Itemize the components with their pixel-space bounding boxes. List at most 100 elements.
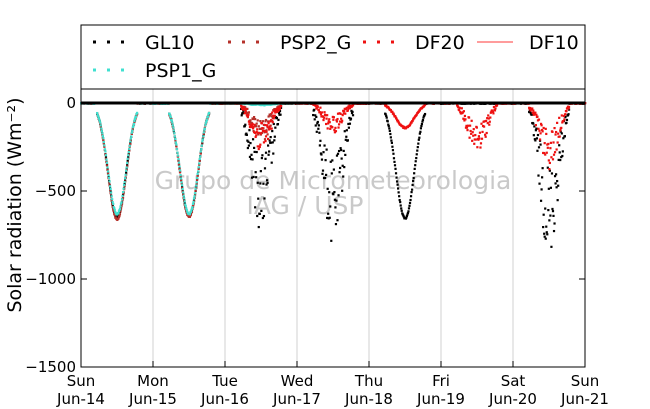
legend-label: DF20 <box>415 32 465 54</box>
data-point <box>323 176 327 180</box>
data-point <box>253 150 256 154</box>
data-point <box>552 214 555 217</box>
data-point <box>545 151 548 154</box>
data-point <box>122 187 125 190</box>
data-point <box>114 210 117 214</box>
data-point <box>535 137 539 140</box>
data-point <box>314 104 317 107</box>
data-point <box>175 145 178 148</box>
data-point <box>118 207 122 210</box>
data-point <box>173 135 176 138</box>
data-point <box>548 169 551 172</box>
data-point <box>325 173 328 177</box>
data-point <box>182 191 185 194</box>
data-point <box>248 129 251 132</box>
data-point <box>132 122 136 126</box>
data-point <box>246 146 249 150</box>
data-point <box>266 137 270 141</box>
data-point <box>250 153 253 156</box>
data-point <box>395 180 399 183</box>
data-point <box>321 172 324 175</box>
data-point <box>112 210 115 213</box>
data-point <box>264 135 268 138</box>
data-point <box>268 150 271 153</box>
data-point <box>385 104 388 107</box>
data-point <box>343 165 346 169</box>
data-point <box>185 207 188 210</box>
data-point <box>177 163 181 166</box>
data-point <box>542 225 545 229</box>
data-point <box>168 112 171 116</box>
data-point <box>534 124 537 127</box>
data-point <box>567 113 570 116</box>
data-point <box>257 197 260 200</box>
watermark-line-2: IAG / USP <box>247 191 364 220</box>
data-point <box>273 135 276 138</box>
data-point <box>420 122 424 126</box>
data-point <box>421 120 424 123</box>
data-point <box>269 120 272 123</box>
data-point <box>188 215 191 219</box>
data-point <box>459 110 462 114</box>
data-point <box>544 127 547 130</box>
data-point <box>494 107 497 110</box>
data-point <box>547 159 550 162</box>
data-point <box>330 172 333 175</box>
data-point <box>405 216 408 219</box>
data-point <box>196 174 199 177</box>
data-point <box>258 127 261 131</box>
data-point <box>118 209 121 212</box>
data-point <box>102 140 105 144</box>
data-point <box>385 114 388 118</box>
data-point <box>261 120 265 123</box>
data-point <box>120 201 123 204</box>
data-point <box>328 118 331 121</box>
data-point <box>476 146 479 149</box>
x-tick-day: Sun <box>67 372 96 390</box>
data-point <box>407 210 410 213</box>
data-point <box>332 118 335 121</box>
data-point <box>205 120 208 123</box>
data-point <box>244 123 247 126</box>
data-point <box>386 120 389 123</box>
data-point <box>110 195 113 198</box>
data-point <box>394 115 397 118</box>
data-point <box>346 139 349 142</box>
data-point <box>462 110 465 113</box>
data-point <box>196 172 199 176</box>
data-point <box>468 136 471 139</box>
data-point <box>315 130 318 133</box>
data-point <box>271 129 274 133</box>
data-point <box>348 122 352 125</box>
data-point <box>175 143 178 146</box>
data-point <box>549 147 552 150</box>
data-point <box>486 117 489 120</box>
data-point <box>335 120 339 123</box>
data-point <box>248 123 251 126</box>
data-point <box>395 176 398 179</box>
data-point <box>330 239 333 242</box>
data-point <box>106 170 110 173</box>
data-point <box>246 139 249 142</box>
data-point <box>103 145 106 148</box>
data-point <box>493 109 497 112</box>
data-point <box>334 126 337 130</box>
data-point <box>340 121 343 124</box>
data-point <box>328 216 331 219</box>
data-point <box>177 157 180 161</box>
data-point <box>465 124 468 127</box>
data-point <box>129 143 132 146</box>
data-point <box>271 141 274 144</box>
data-point <box>96 113 99 117</box>
data-point <box>190 207 194 210</box>
data-point <box>207 111 211 115</box>
data-point <box>408 123 412 126</box>
data-point <box>277 109 281 112</box>
data-point <box>537 127 540 130</box>
data-point <box>240 104 243 107</box>
data-point <box>339 112 342 115</box>
data-point <box>478 131 482 134</box>
data-point <box>465 126 469 129</box>
data-point <box>541 128 544 132</box>
data-point <box>179 179 183 182</box>
